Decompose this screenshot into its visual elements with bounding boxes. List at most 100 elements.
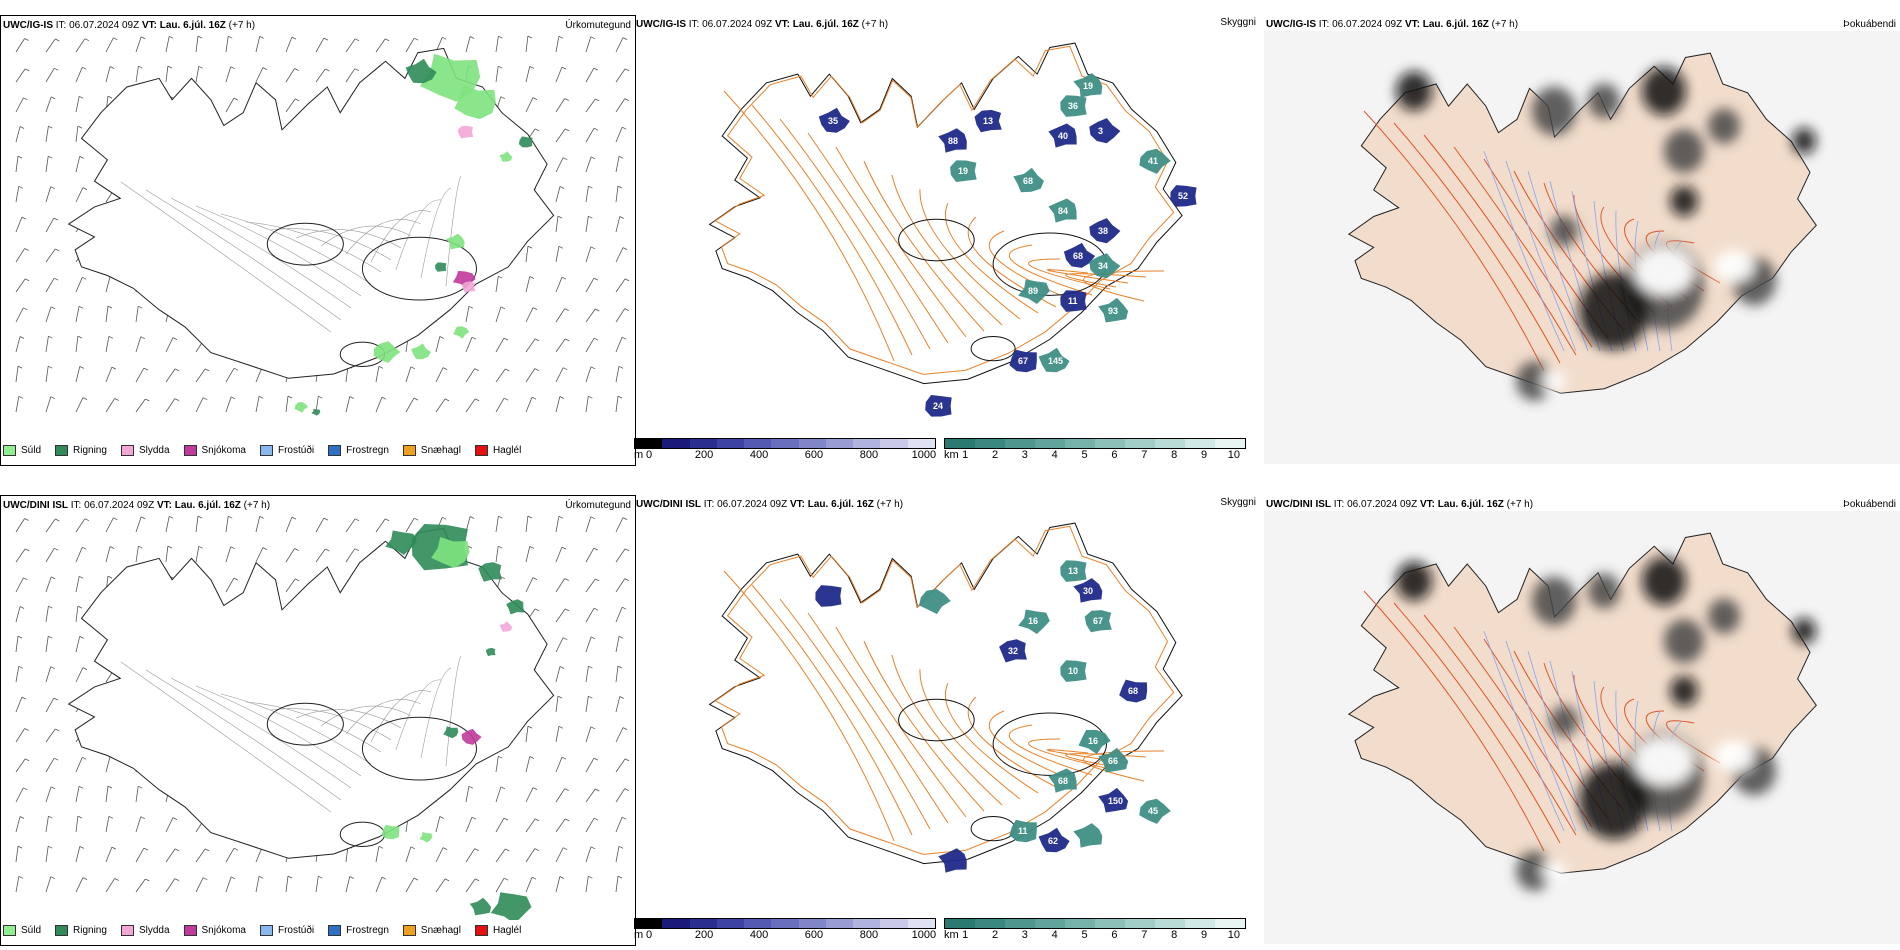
glacier-outline: [970, 335, 1016, 362]
low-visibility-area: [1089, 253, 1121, 279]
iceland-coastline: [67, 527, 555, 859]
low-visibility-area: [938, 128, 967, 153]
fog-cell: [1708, 108, 1740, 144]
visibility-value-label: 13: [1068, 566, 1078, 576]
scale-unit: m: [634, 449, 644, 461]
glacier-white: [1542, 861, 1566, 881]
scale-step: [907, 439, 935, 448]
low-visibility-area: [1119, 679, 1148, 703]
visibility-value-label: 11: [1018, 826, 1028, 836]
visibility-value-label: 68: [1073, 251, 1083, 261]
scale-step: [798, 919, 826, 928]
legend-label: Snæhagl: [420, 924, 461, 936]
legend-item-snjókoma: Snjókoma: [183, 924, 246, 936]
fog-cell: [1642, 556, 1686, 606]
glacier-white: [1634, 247, 1694, 295]
visibility-value-label: 67: [1093, 616, 1103, 626]
low-visibility-area: [1078, 729, 1111, 755]
glacier-white: [1634, 737, 1694, 785]
low-visibility-area: [1098, 747, 1129, 773]
precip-areas: [294, 53, 533, 416]
scale-tick-labels: 0 200 400 600 800 1000: [634, 929, 936, 941]
scale-tick-label: 400: [749, 929, 769, 941]
fog-cell: [1532, 86, 1576, 136]
scale-step: [662, 439, 690, 448]
precip-legend: Súld Rigning Slydda Snjókoma Frostúði Frostre…: [3, 923, 633, 937]
low-visibility-areas: [815, 560, 1171, 873]
fog-cell: [1664, 129, 1704, 173]
low-visibility-area: [1060, 560, 1087, 582]
scale-tick-label: 6: [1111, 449, 1118, 461]
scale-step: [880, 439, 908, 448]
visibility-value-label: 32: [1008, 646, 1018, 656]
scale-tick-label: 6: [1111, 929, 1118, 941]
legend-label: Snæhagl: [420, 444, 461, 456]
scale-tick-label: 10: [1227, 929, 1241, 941]
low-visibility-area: [1073, 578, 1103, 603]
low-visibility-area: [1098, 297, 1129, 323]
fog-cell: [1588, 83, 1620, 119]
fog-cell: [1550, 705, 1578, 737]
visibility-value-label: 3: [1098, 126, 1103, 136]
low-visibility-area: [1089, 218, 1121, 244]
scale-tick-labels: 1 2 3 4 5 6 7 8 9 10: [944, 449, 1246, 461]
legend-swatch: [55, 924, 69, 936]
scale-step: [1155, 439, 1185, 448]
scale-step: [1065, 439, 1095, 448]
legend-label: Slydda: [138, 444, 170, 456]
scale-step: [1185, 919, 1215, 928]
product-label: Úrkomutegund: [565, 500, 631, 511]
legend-item-snjókoma: Snjókoma: [183, 444, 246, 456]
glacier-white: [1714, 250, 1754, 282]
legend-swatch: [183, 924, 197, 936]
scale-tick-label: 600: [804, 449, 824, 461]
low-visibility-area: [1139, 798, 1171, 824]
low-visibility-area: [1018, 609, 1050, 634]
scale-tick-label: 800: [859, 929, 879, 941]
panel-title: UWC/IG-IS IT: 06.07.2024 09Z VT: Lau. 6.…: [3, 20, 256, 31]
legend-label: Súld: [21, 924, 42, 936]
drizzle-area: [373, 341, 401, 363]
fog-map: [1264, 31, 1900, 464]
fog-panel-bottom: UWC/DINI ISL IT: 06.07.2024 09Z VT: Lau.…: [1264, 495, 1900, 944]
visibility-map: 19 36 3 40 13 88 19 68 84 38 68 34 89 11 93 67 145 24 41 52…: [634, 31, 1264, 433]
visibility-value-label: 40: [1058, 131, 1068, 141]
low-visibility-area: [1048, 768, 1077, 793]
scale-step: [825, 439, 854, 448]
low-visibility-area: [1139, 148, 1171, 174]
product-label: Þokuábendi: [1843, 19, 1896, 30]
legend-swatch: [474, 444, 488, 456]
legend-label: Slydda: [138, 924, 170, 936]
legend-label: Snjókoma: [201, 924, 246, 936]
visibility-value-label: 11: [1068, 296, 1078, 306]
iceland-coastline: [67, 47, 555, 379]
visibility-scale-m: m 0 200 400 600 800 1000: [634, 438, 936, 464]
scale-tick-label: 1000: [911, 449, 937, 461]
legend-swatch: [120, 444, 134, 456]
panel-title: UWC/DINI ISL IT: 06.07.2024 09Z VT: Lau.…: [1266, 499, 1534, 510]
scale-unit: km: [944, 929, 959, 941]
precip-map: [1, 512, 635, 920]
fog-indicator-field: [1396, 556, 1816, 891]
legend-item-súld: Súld: [3, 444, 41, 456]
scale-step: [1185, 439, 1215, 448]
visibility-value-label: 89: [1028, 286, 1038, 296]
fog-cell: [1708, 598, 1740, 634]
scale-colorbar: [944, 918, 1246, 929]
scale-step: [798, 439, 826, 448]
scale-step: [662, 919, 690, 928]
scale-step: [1215, 439, 1245, 448]
drizzle-area: [411, 343, 431, 360]
low-visibility-area: [1063, 242, 1096, 268]
scale-tick-label: 400: [749, 449, 769, 461]
scale-tick-label: 8: [1171, 929, 1178, 941]
scale-colorbar: [634, 438, 936, 449]
legend-item-frostúði: Frostúði: [259, 444, 315, 456]
scale-step: [975, 919, 1005, 928]
fog-cell: [1516, 361, 1552, 401]
fog-cell: [1792, 127, 1816, 155]
fog-cell: [1664, 619, 1704, 663]
scale-tick-label: 10: [1227, 449, 1241, 461]
scale-step: [825, 919, 854, 928]
legend-label: Frostúði: [277, 444, 315, 456]
